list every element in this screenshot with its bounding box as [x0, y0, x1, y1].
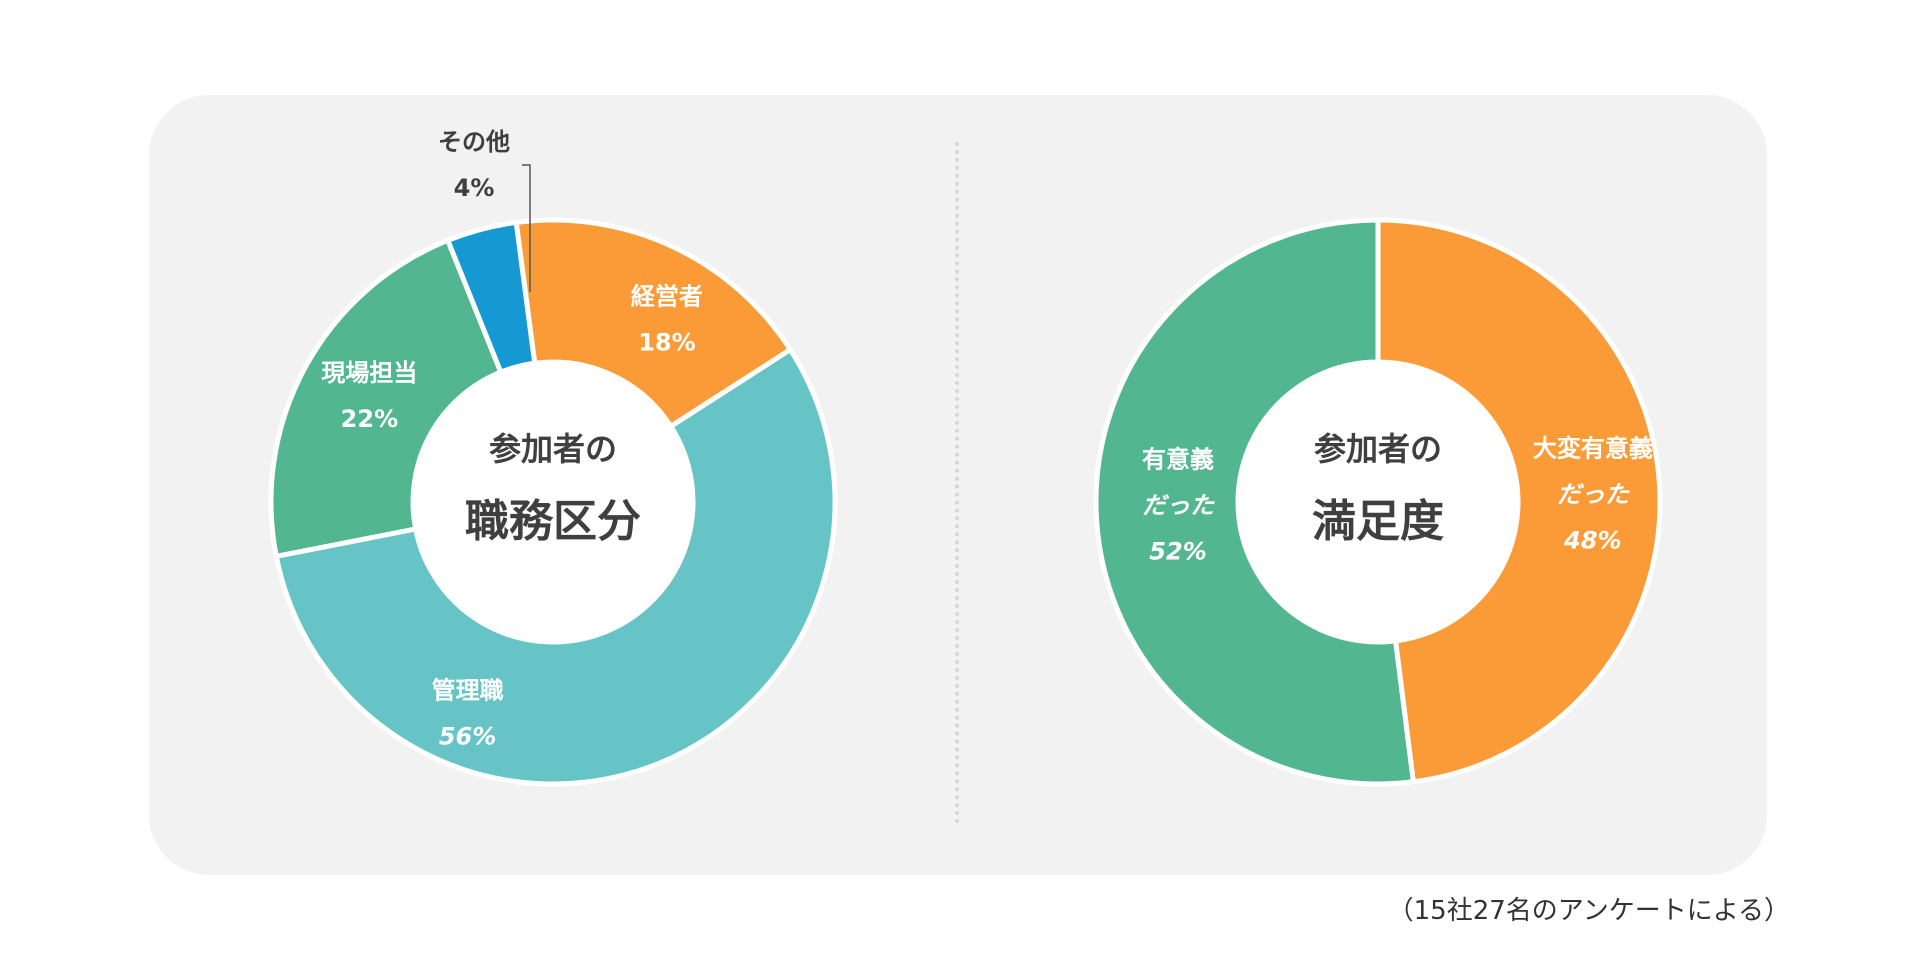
center-title-line2: 満足度	[1312, 496, 1444, 547]
label-大変有意義だった: 大変有意義	[1533, 434, 1653, 462]
center-title-line1: 参加者の	[489, 430, 617, 468]
value-経営者: 18%	[638, 329, 695, 357]
label-現場担当: 現場担当	[321, 359, 417, 387]
leader-line-その他	[522, 164, 531, 292]
label-管理職: 管理職	[432, 676, 504, 704]
value-現場担当: 22%	[341, 405, 398, 433]
label-大変有意義だった: だった	[1557, 480, 1630, 508]
value-管理職: 56%	[439, 722, 496, 750]
panel-divider	[955, 142, 959, 824]
label-有意義だった: 有意義	[1142, 445, 1214, 473]
donut-hole	[413, 362, 693, 642]
label-その他: その他	[438, 128, 510, 156]
center-title-line2: 職務区分	[465, 496, 641, 547]
center-title-line1: 参加者の	[1314, 430, 1442, 468]
label-有意義だった: だった	[1142, 491, 1215, 519]
value-大変有意義だった: 48%	[1563, 526, 1621, 554]
value-その他: 4%	[454, 174, 495, 202]
donut-hole	[1238, 362, 1518, 642]
label-経営者: 経営者	[631, 283, 703, 311]
footnote: （15社27名のアンケートによる）	[1387, 896, 1790, 926]
value-有意義だった: 52%	[1149, 537, 1206, 565]
